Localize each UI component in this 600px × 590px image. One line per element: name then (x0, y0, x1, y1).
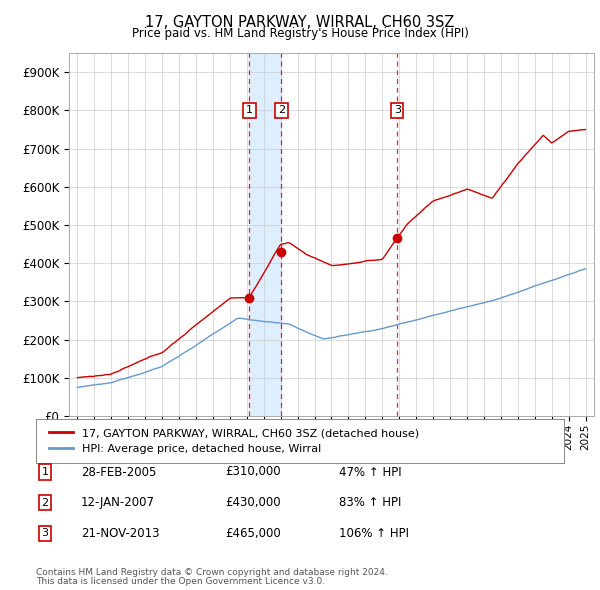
Text: Price paid vs. HM Land Registry's House Price Index (HPI): Price paid vs. HM Land Registry's House … (131, 27, 469, 40)
Text: £310,000: £310,000 (225, 466, 281, 478)
Text: 12-JAN-2007: 12-JAN-2007 (81, 496, 155, 509)
Text: 2: 2 (278, 106, 285, 116)
Text: This data is licensed under the Open Government Licence v3.0.: This data is licensed under the Open Gov… (36, 578, 325, 586)
Text: 17, GAYTON PARKWAY, WIRRAL, CH60 3SZ: 17, GAYTON PARKWAY, WIRRAL, CH60 3SZ (145, 15, 455, 30)
Text: 1: 1 (246, 106, 253, 116)
Bar (250, 53, 281, 416)
Legend: 17, GAYTON PARKWAY, WIRRAL, CH60 3SZ (detached house), HPI: Average price, detac: 17, GAYTON PARKWAY, WIRRAL, CH60 3SZ (de… (44, 424, 424, 458)
Text: 21-NOV-2013: 21-NOV-2013 (81, 527, 160, 540)
Text: 47% ↑ HPI: 47% ↑ HPI (339, 466, 401, 478)
Text: 3: 3 (394, 106, 401, 116)
Text: 28-FEB-2005: 28-FEB-2005 (81, 466, 157, 478)
Text: £465,000: £465,000 (225, 527, 281, 540)
Text: 1: 1 (41, 467, 49, 477)
Text: 2: 2 (41, 498, 49, 507)
Text: 106% ↑ HPI: 106% ↑ HPI (339, 527, 409, 540)
Text: Contains HM Land Registry data © Crown copyright and database right 2024.: Contains HM Land Registry data © Crown c… (36, 568, 388, 577)
Text: 3: 3 (41, 529, 49, 538)
Text: 83% ↑ HPI: 83% ↑ HPI (339, 496, 401, 509)
Text: £430,000: £430,000 (225, 496, 281, 509)
